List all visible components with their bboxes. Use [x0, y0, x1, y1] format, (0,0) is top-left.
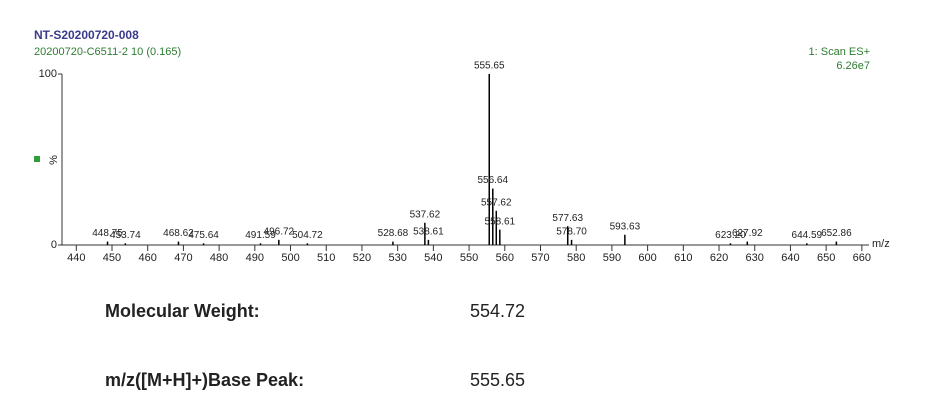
peak-label: 475.64: [188, 230, 219, 241]
y-tick-label: 100: [39, 68, 57, 80]
x-tick-label: 470: [174, 252, 192, 264]
peak-label: 468.62: [163, 228, 194, 239]
x-tick-label: 660: [853, 252, 871, 264]
peak-label: 555.65: [474, 61, 505, 72]
y-tick-label: 0: [51, 239, 57, 251]
x-tick-label: 490: [246, 252, 264, 264]
intensity-label: 6.26e7: [836, 60, 870, 72]
peak-label: 448.75: [92, 228, 123, 239]
peak-label: 627.92: [732, 228, 763, 239]
peak-label: 556.64: [477, 175, 508, 186]
x-tick-label: 610: [674, 252, 692, 264]
x-tick-label: 440: [67, 252, 85, 264]
base-peak-value: 555.65: [470, 370, 525, 390]
x-tick-label: 560: [496, 252, 514, 264]
peak-label: 593.63: [610, 221, 641, 232]
x-axis-label: m/z: [872, 238, 890, 250]
marker: [34, 156, 40, 162]
peak-label: 528.68: [378, 228, 409, 239]
peak-label: 504.72: [292, 230, 323, 241]
base-peak-label: m/z([M+H]+)Base Peak:: [105, 370, 304, 390]
peak-label: 453.74: [110, 230, 141, 241]
x-tick-label: 570: [531, 252, 549, 264]
x-tick-label: 550: [460, 252, 478, 264]
x-tick-label: 460: [139, 252, 157, 264]
peak-label: 496.72: [264, 227, 295, 238]
peak-label: 644.59: [792, 230, 823, 241]
peak-label: 538.61: [413, 227, 444, 238]
x-tick-label: 450: [103, 252, 121, 264]
peak-label: 557.62: [481, 197, 512, 208]
peak-label: 558.61: [485, 216, 516, 227]
y-axis-label: %: [48, 155, 60, 165]
peak-label: 652.86: [821, 228, 852, 239]
scan-label: 1: Scan ES+: [809, 46, 870, 58]
x-tick-label: 540: [424, 252, 442, 264]
peak-label: 577.63: [552, 213, 583, 224]
x-tick-label: 480: [210, 252, 228, 264]
x-tick-label: 580: [567, 252, 585, 264]
x-tick-label: 620: [710, 252, 728, 264]
x-tick-label: 500: [281, 252, 299, 264]
peak-label: 491.59: [245, 230, 276, 241]
x-tick-label: 630: [746, 252, 764, 264]
x-tick-label: 650: [817, 252, 835, 264]
x-tick-label: 640: [781, 252, 799, 264]
x-tick-label: 520: [353, 252, 371, 264]
peak-label: 623.20: [715, 230, 746, 241]
mw-label: Molecular Weight:: [105, 301, 260, 321]
chart-title: NT-S20200720-008: [34, 28, 139, 42]
peak-label: 578.70: [556, 227, 587, 238]
peak-label: 537.62: [410, 209, 441, 220]
x-tick-label: 590: [603, 252, 621, 264]
x-tick-label: 600: [638, 252, 656, 264]
chart-subtitle: 20200720-C6511-2 10 (0.165): [34, 46, 181, 58]
mw-value: 554.72: [470, 301, 525, 321]
x-tick-label: 510: [317, 252, 335, 264]
x-tick-label: 530: [388, 252, 406, 264]
